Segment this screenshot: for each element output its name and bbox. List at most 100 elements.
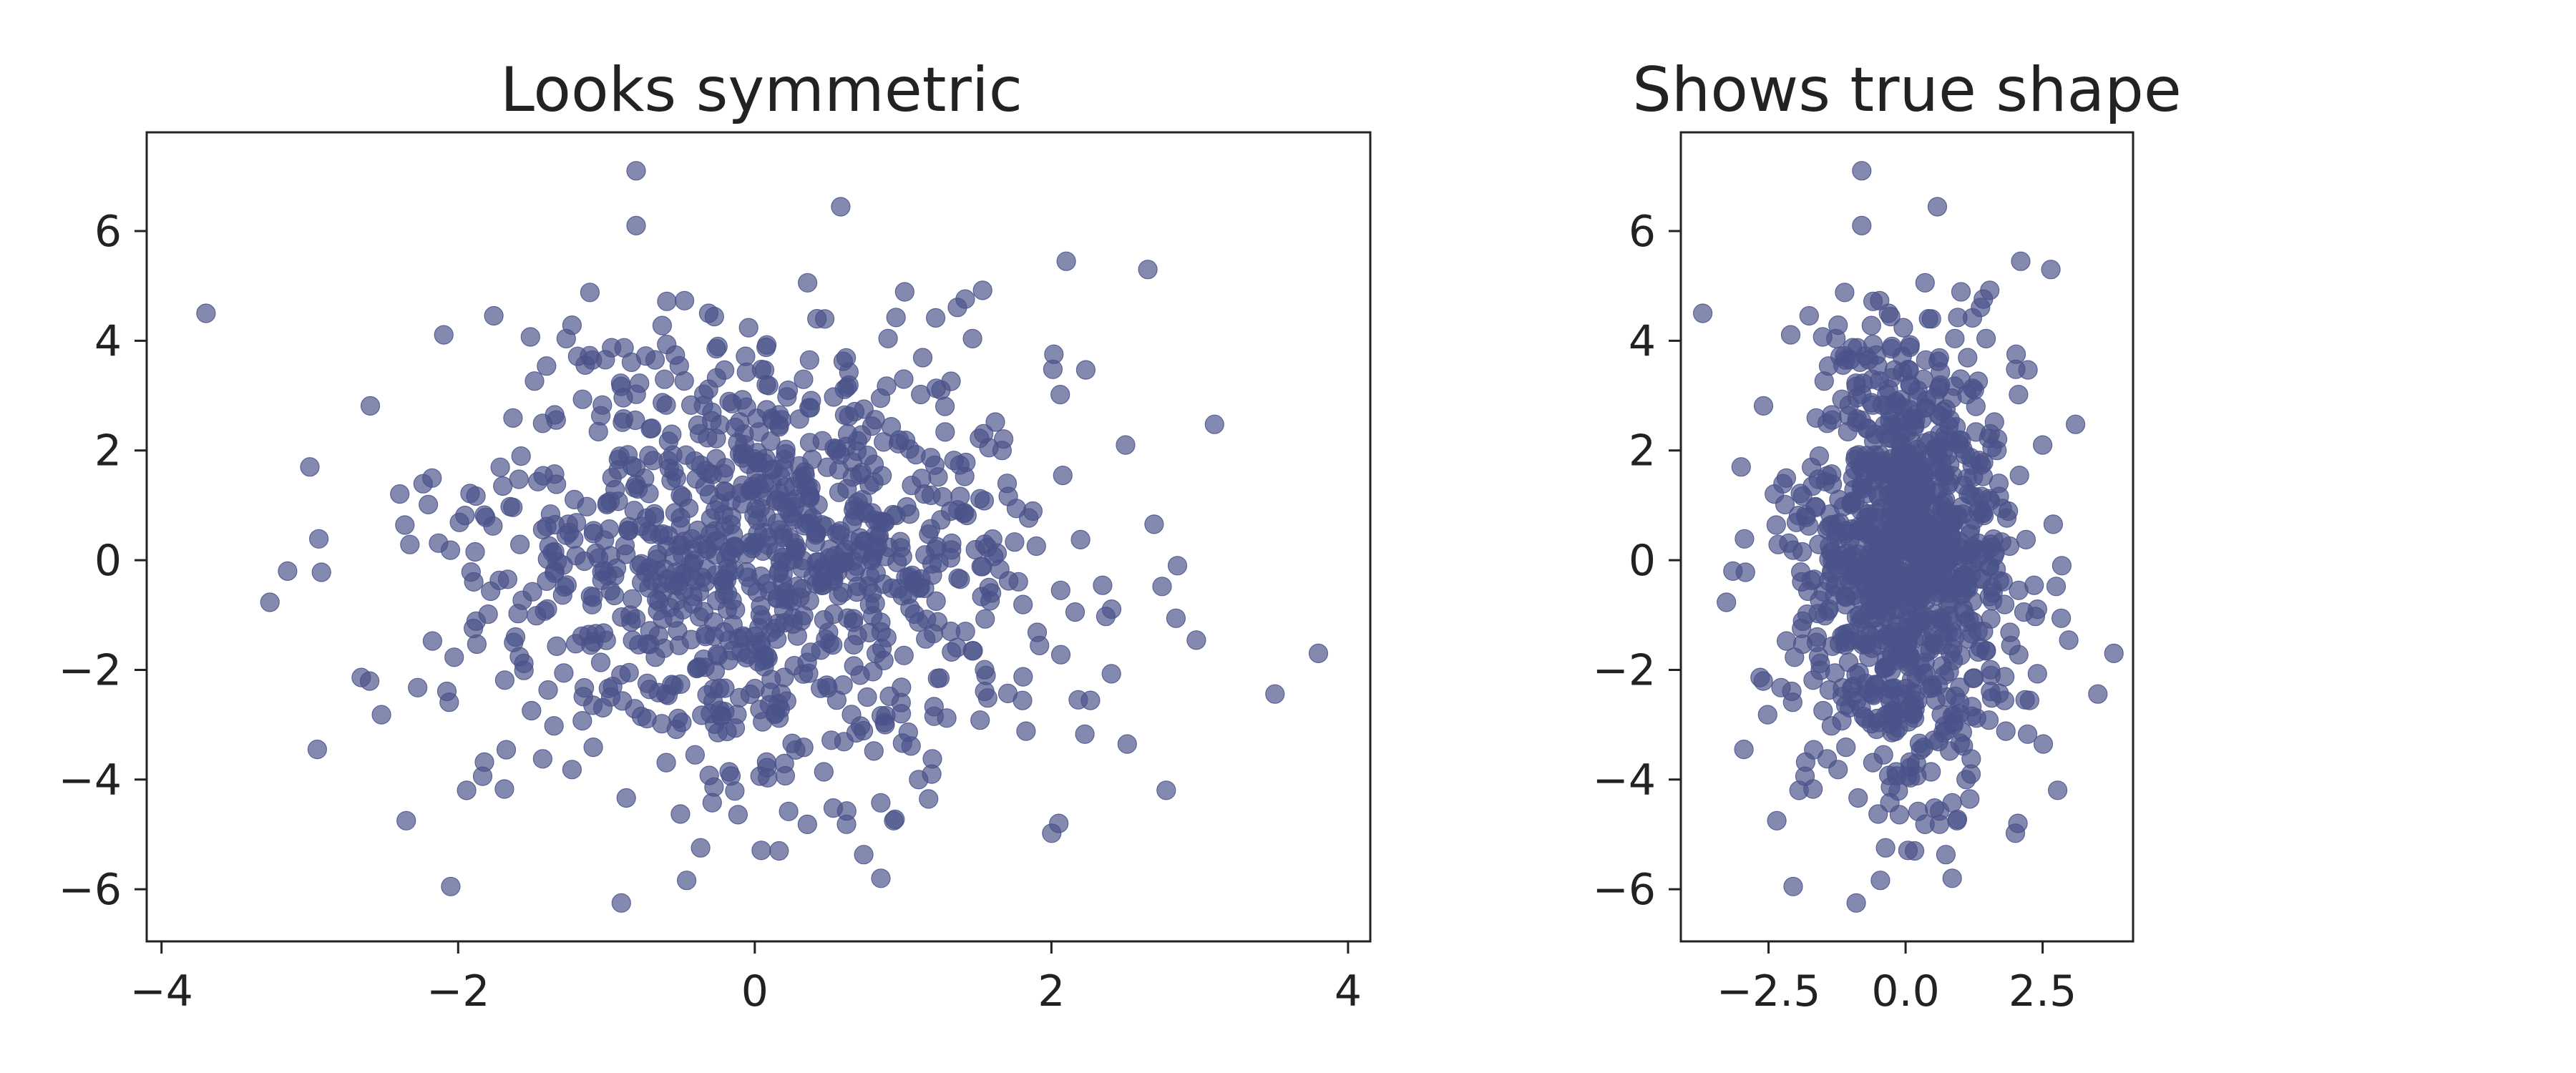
y-tick-label-right: 0 — [1629, 536, 1656, 586]
scatter-point-left — [503, 497, 523, 517]
y-tick-label-left: 6 — [94, 207, 122, 257]
scatter-point-left — [1027, 622, 1048, 642]
scatter-point-left — [922, 764, 942, 784]
scatter-point-left — [925, 308, 946, 328]
scatter-point-left — [652, 714, 672, 734]
plot-frame-left — [145, 131, 1372, 943]
y-tick-label-right: 2 — [1629, 426, 1656, 476]
scatter-point-left — [940, 501, 961, 521]
scatter-point-right — [1888, 560, 1908, 580]
scatter-point-left — [998, 571, 1019, 591]
scatter-point-left — [583, 737, 603, 758]
scatter-point-right — [1855, 508, 1875, 529]
scatter-point-left — [797, 814, 817, 835]
scatter-point-left — [652, 315, 673, 335]
scatter-point-left — [723, 614, 743, 635]
scatter-point-left — [799, 433, 820, 453]
scatter-point-right — [1939, 583, 1959, 603]
scatter-point-right — [1832, 389, 1852, 409]
scatter-point-left — [826, 523, 847, 543]
scatter-point-left — [706, 449, 726, 469]
scatter-point-right — [1898, 609, 1918, 629]
scatter-point-left — [970, 710, 990, 730]
scatter-point-left — [625, 410, 645, 431]
scatter-point-right — [1968, 501, 1988, 521]
x-axis-ticks-left: −4 −2 0 2 4 — [130, 941, 1362, 1016]
scatter-point-right — [1846, 376, 1866, 396]
scatter-point-right — [1936, 489, 1956, 510]
scatter-point-right — [1837, 624, 1857, 644]
scatter-point-left — [466, 486, 486, 506]
scatter-point-left — [725, 781, 745, 801]
scatter-point-left — [597, 494, 617, 515]
scatter-point-right — [1823, 552, 1843, 572]
scatter-point-left — [611, 376, 631, 396]
scatter-point-right — [1898, 841, 1918, 861]
scatter-point-right — [1915, 476, 1936, 496]
scatter-point-left — [725, 417, 746, 438]
scatter-point-right — [2043, 514, 2063, 534]
scatter-point-left — [1043, 359, 1063, 379]
scatter-point-left — [864, 741, 884, 761]
scatter-point-left — [698, 379, 718, 399]
scatter-point-right — [1996, 508, 2017, 528]
scatter-point-right — [1943, 511, 1963, 532]
scatter-point-left — [884, 810, 904, 831]
scatter-point-left — [1096, 607, 1116, 627]
scatter-point-right — [1842, 546, 1863, 566]
scatter-point-left — [658, 451, 678, 471]
scatter-point-left — [490, 457, 510, 477]
scatter-point-left — [751, 566, 771, 587]
scatter-point-right — [1792, 542, 1813, 562]
scatter-point-left — [877, 376, 897, 396]
scatter-point-left — [1049, 813, 1069, 833]
scatter-point-left — [865, 410, 885, 430]
scatter-point-left — [616, 788, 636, 808]
scatter-point-left — [461, 562, 481, 582]
scatter-point-right — [1838, 406, 1859, 426]
scatter-point-right — [2048, 780, 2068, 800]
scatter-point-left — [758, 648, 778, 668]
scatter-point-left — [626, 474, 646, 494]
scatter-point-right — [1921, 762, 1941, 782]
scatter-point-left — [626, 215, 646, 235]
scatter-point-right — [1810, 660, 1830, 680]
scatter-point-left — [605, 479, 625, 500]
scatter-point-left — [637, 508, 657, 529]
scatter-point-left — [494, 670, 515, 690]
scatter-point-left — [756, 335, 777, 355]
scatter-point-left — [439, 692, 459, 712]
scatter-point-left — [537, 356, 557, 376]
scatter-point-right — [2033, 435, 2053, 455]
scatter-point-left — [509, 469, 529, 489]
y-axis-ticks-left: −6 −4 −2 0 2 4 6 — [59, 207, 147, 915]
y-axis-ticks-right: −6 −4 −2 0 2 4 6 — [1593, 207, 1681, 915]
scatter-point-left — [977, 688, 997, 708]
scatter-point-right — [1828, 760, 1848, 780]
scatter-point-left — [307, 739, 327, 760]
scatter-point-left — [823, 635, 843, 655]
scatter-point-left — [260, 592, 280, 612]
scatter-point-left — [975, 609, 995, 629]
scatter-point-left — [1013, 594, 1033, 614]
scatter-point-left — [836, 814, 857, 834]
scatter-point-left — [879, 537, 899, 557]
scatter-point-left — [1166, 608, 1186, 628]
scatter-point-left — [309, 529, 329, 549]
scatter-point-right — [2104, 643, 2124, 664]
scatter-point-left — [794, 606, 814, 626]
scatter-point-left — [1117, 734, 1137, 754]
scatter-point-left — [799, 350, 819, 370]
scatter-point-left — [509, 534, 530, 554]
scatter-point-left — [823, 798, 844, 818]
scatter-point-left — [844, 635, 864, 655]
scatter-point-left — [611, 893, 631, 913]
scatter-point-right — [1950, 733, 1970, 753]
scatter-point-left — [655, 369, 675, 389]
scatter-point-right — [1878, 379, 1898, 399]
scatter-point-left — [814, 762, 834, 782]
scatter-point-left — [745, 678, 765, 699]
scatter-point-right — [1966, 708, 1986, 728]
scatter-point-left — [1075, 724, 1095, 744]
scatter-point-left — [622, 589, 643, 609]
